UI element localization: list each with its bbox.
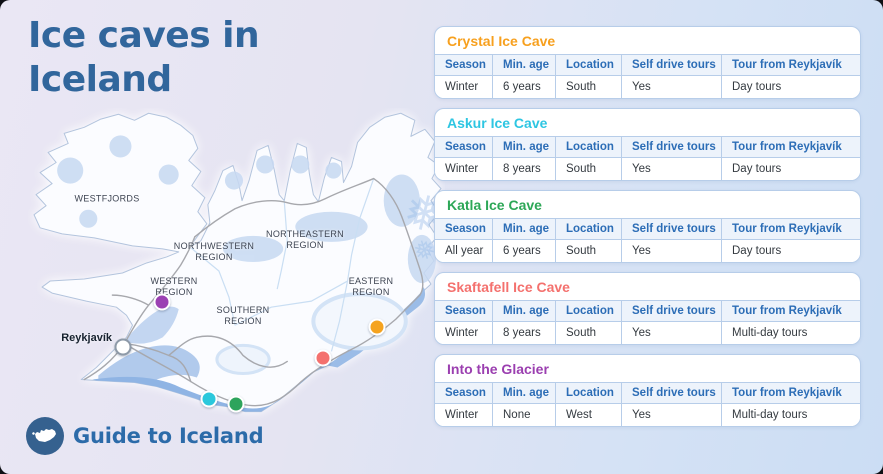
askur-ice-cave-marker[interactable] <box>200 390 218 408</box>
tour-cell: Multi-day tours <box>722 322 860 344</box>
katla-ice-cave-marker[interactable] <box>227 395 245 413</box>
table-header-row: Season Min. age Location Self drive tour… <box>435 55 860 76</box>
table-header-row: Season Min. age Location Self drive tour… <box>435 137 860 158</box>
into-the-glacier-marker[interactable] <box>153 293 171 311</box>
table-data-row: Winter 8 years South Yes Day tours <box>435 158 860 180</box>
guide-to-iceland-icon <box>26 417 64 455</box>
region-label-northeastern: NORTHEASTERN REGION <box>266 229 344 250</box>
cave-name: Crystal Ice Cave <box>435 27 860 55</box>
brand-logo-text: Guide to Iceland <box>73 424 264 448</box>
min-age-cell: 6 years <box>493 76 556 98</box>
iceland-map: WESTFJORDS NORTHWESTERN REGION NORTHEASTE… <box>28 108 445 430</box>
reykjavik-label: Reykjavík <box>61 332 112 344</box>
self-drive-cell: Yes <box>622 404 722 426</box>
column-header: Self drive tours <box>622 383 722 403</box>
region-label-western: WESTERN REGION <box>150 276 198 297</box>
location-cell: West <box>556 404 622 426</box>
tour-cell: Day tours <box>722 76 860 98</box>
table-data-row: All year 6 years South Yes Day tours <box>435 240 860 262</box>
cave-name: Katla Ice Cave <box>435 191 860 219</box>
location-cell: South <box>556 76 622 98</box>
table-header-row: Season Min. age Location Self drive tour… <box>435 219 860 240</box>
region-label-northwestern: NORTHWESTERN REGION <box>173 241 255 262</box>
min-age-cell: 8 years <box>493 158 556 180</box>
column-header: Self drive tours <box>622 301 722 321</box>
skaftafell-ice-cave-marker[interactable] <box>314 349 332 367</box>
self-drive-cell: Yes <box>622 240 722 262</box>
cave-card-katla: Katla Ice Cave Season Min. age Location … <box>434 190 861 263</box>
cave-card-crystal: Crystal Ice Cave Season Min. age Locatio… <box>434 26 861 99</box>
cave-card-askur: Askur Ice Cave Season Min. age Location … <box>434 108 861 181</box>
season-cell: Winter <box>435 322 493 344</box>
region-label-southern: SOUTHERN REGION <box>216 305 270 326</box>
column-header: Location <box>556 137 622 157</box>
location-cell: South <box>556 158 622 180</box>
column-header: Self drive tours <box>622 137 722 157</box>
column-header: Self drive tours <box>622 219 722 239</box>
season-cell: All year <box>435 240 493 262</box>
column-header: Season <box>435 219 493 239</box>
column-header: Tour from Reykjavík <box>732 141 842 153</box>
table-data-row: Winter None West Yes Multi-day tours <box>435 404 860 426</box>
reykjavik-marker[interactable] <box>114 338 132 356</box>
season-cell: Winter <box>435 76 493 98</box>
season-cell: Winter <box>435 404 493 426</box>
tour-cell: Day tours <box>722 240 860 262</box>
location-cell: South <box>556 240 622 262</box>
page-title: Ice caves in Iceland <box>28 15 260 100</box>
cave-card-skaftafell: Skaftafell Ice Cave Season Min. age Loca… <box>434 272 861 345</box>
location-cell: South <box>556 322 622 344</box>
column-header: Location <box>556 383 622 403</box>
tour-cell: Multi-day tours <box>722 404 860 426</box>
column-header: Tour from Reykjavík <box>732 305 842 317</box>
column-header: Self drive tours <box>622 55 722 75</box>
cave-tables: Crystal Ice Cave Season Min. age Locatio… <box>434 26 861 436</box>
column-header: Season <box>435 301 493 321</box>
table-data-row: Winter 6 years South Yes Day tours <box>435 76 860 98</box>
self-drive-cell: Yes <box>622 76 722 98</box>
column-header: Min. age <box>493 137 556 157</box>
iceland-map-graphic <box>33 112 442 413</box>
column-header: Location <box>556 301 622 321</box>
table-data-row: Winter 8 years South Yes Multi-day tours <box>435 322 860 344</box>
column-header: Tour from Reykjavík <box>732 223 842 235</box>
crystal-ice-cave-marker[interactable] <box>368 318 386 336</box>
brand-logo[interactable]: Guide to Iceland <box>26 417 264 455</box>
season-cell: Winter <box>435 158 493 180</box>
column-header: Location <box>556 55 622 75</box>
cave-name: Skaftafell Ice Cave <box>435 273 860 301</box>
cave-name: Into the Glacier <box>435 355 860 383</box>
tour-cell: Day tours <box>722 158 860 180</box>
column-header: Min. age <box>493 55 556 75</box>
column-header: Season <box>435 383 493 403</box>
region-label-westfjords: WESTFJORDS <box>74 193 140 204</box>
column-header: Location <box>556 219 622 239</box>
column-header: Tour from Reykjavík <box>732 59 842 71</box>
column-header: Season <box>435 137 493 157</box>
column-header: Season <box>435 55 493 75</box>
cave-card-into-the-glacier: Into the Glacier Season Min. age Locatio… <box>434 354 861 427</box>
min-age-cell: None <box>493 404 556 426</box>
cave-name: Askur Ice Cave <box>435 109 860 137</box>
min-age-cell: 6 years <box>493 240 556 262</box>
self-drive-cell: Yes <box>622 158 722 180</box>
table-header-row: Season Min. age Location Self drive tour… <box>435 301 860 322</box>
column-header: Tour from Reykjavík <box>732 387 842 399</box>
min-age-cell: 8 years <box>493 322 556 344</box>
column-header: Min. age <box>493 383 556 403</box>
region-label-eastern: EASTERN REGION <box>348 276 394 297</box>
self-drive-cell: Yes <box>622 322 722 344</box>
column-header: Min. age <box>493 301 556 321</box>
column-header: Min. age <box>493 219 556 239</box>
table-header-row: Season Min. age Location Self drive tour… <box>435 383 860 404</box>
